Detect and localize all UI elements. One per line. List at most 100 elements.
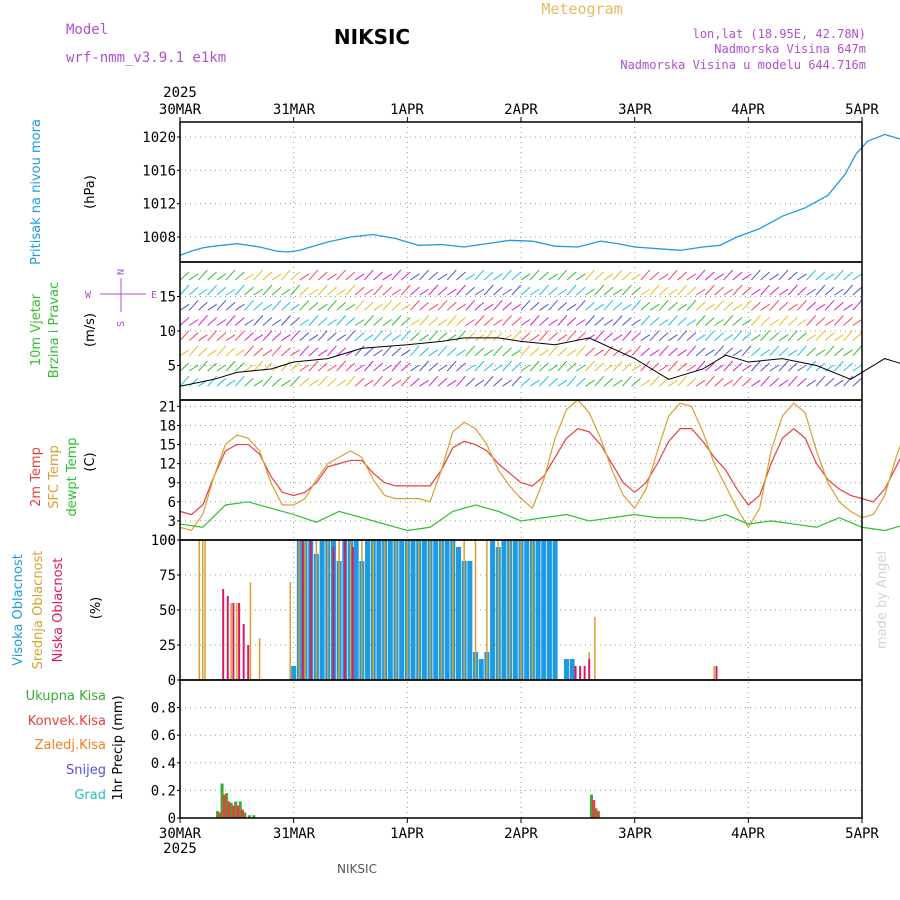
y-tick-label: 0	[168, 811, 176, 827]
wind-barb	[474, 379, 485, 387]
wind-barb	[677, 349, 687, 357]
wind-barb	[760, 271, 770, 281]
wind-barb	[216, 273, 227, 281]
low-cloud-bar	[574, 666, 577, 680]
wind-barb	[179, 349, 190, 357]
wind-barb	[493, 273, 503, 281]
wind-barb	[834, 347, 844, 357]
wind-barb	[373, 375, 383, 387]
wind-barb	[575, 299, 586, 311]
wind-barb	[262, 375, 273, 387]
y-tick-label: 25	[159, 638, 176, 654]
wind-barb	[677, 317, 688, 326]
wind-barb	[299, 377, 310, 387]
wind-barb	[465, 332, 476, 342]
wind-barb	[290, 362, 300, 372]
wind-barb	[493, 319, 503, 326]
wind-barb	[465, 319, 475, 326]
wind-barb	[603, 332, 614, 342]
low-cloud-bar	[588, 659, 591, 680]
wind-barb	[253, 347, 264, 357]
wind-barb	[262, 330, 273, 341]
wind-barb	[308, 334, 319, 342]
wind-barb	[207, 303, 217, 311]
cloud-high-label: Visoka Oblacnost	[11, 554, 26, 666]
wind-barb	[603, 299, 614, 311]
wind-barb	[336, 288, 346, 296]
mid-cloud-bar	[463, 540, 465, 680]
wind-barb	[539, 284, 549, 296]
mid-cloud-bar	[236, 603, 238, 680]
convective-rain-bar	[596, 811, 600, 818]
wind-barb	[198, 334, 208, 342]
wind-barb	[631, 286, 641, 296]
high-cloud-bar	[444, 540, 450, 680]
y-tick-label: 6	[168, 495, 176, 511]
panel-frame-temp	[179, 399, 863, 541]
wind-barb	[751, 315, 761, 326]
wind-barb	[327, 345, 337, 357]
wind-barb	[382, 377, 393, 387]
wind-barb	[824, 286, 835, 296]
wind-barb	[400, 375, 411, 387]
x-tick-label: 4APR	[731, 826, 765, 842]
mid-cloud-bar	[531, 540, 534, 680]
wind-barb	[373, 317, 383, 326]
wind-barb	[622, 330, 632, 341]
wind-barb	[778, 301, 789, 311]
temp-dewpt-label: dewpt Temp	[65, 437, 80, 516]
wind-barb	[207, 330, 218, 341]
wind-barb	[511, 349, 522, 357]
high-cloud-bar	[552, 540, 558, 680]
wind-barb	[428, 362, 439, 372]
wind-barb	[327, 319, 337, 326]
wind-barb	[234, 375, 245, 387]
y-tick-label: 10	[159, 324, 176, 340]
wind-barb	[548, 364, 558, 372]
wind-barb	[658, 332, 669, 342]
wind-barb	[465, 364, 475, 372]
wind-barb	[787, 375, 798, 387]
wind-barb	[585, 301, 595, 311]
wind-barb	[188, 345, 199, 357]
wind-barb	[225, 301, 236, 311]
wind-barb	[446, 301, 457, 311]
wind-barb	[622, 317, 632, 326]
wind-barb	[741, 319, 752, 326]
wind-barb	[281, 301, 291, 311]
wind-barb	[852, 299, 863, 311]
wind-barb	[585, 269, 595, 281]
wind-barb	[354, 299, 365, 311]
wind-barb	[575, 332, 586, 342]
wind-barb	[225, 347, 236, 357]
wind-barb	[382, 319, 393, 326]
wind-barb	[566, 375, 577, 387]
wind-barb	[732, 303, 743, 311]
wind-barb	[704, 271, 715, 281]
mid-cloud-bar	[474, 540, 477, 680]
mid-cloud-bar	[713, 666, 715, 680]
wind-barb	[631, 319, 641, 326]
wind-barb	[327, 364, 337, 372]
wind-barb	[327, 377, 337, 387]
high-cloud-bar	[319, 540, 325, 680]
wind-barb	[704, 375, 715, 387]
low-cloud-bar	[309, 540, 312, 680]
wind-barb	[410, 332, 420, 342]
wind-barb	[824, 299, 835, 311]
wind-barb	[834, 334, 844, 342]
wind-barb	[419, 360, 429, 372]
wind-barb	[566, 362, 577, 372]
wind-barb	[391, 379, 402, 387]
wind-barb	[253, 334, 264, 342]
wind-barb	[290, 303, 300, 311]
y-tick-label: 1012	[142, 197, 176, 213]
wind-barb	[188, 332, 199, 342]
wind-barb	[364, 334, 374, 342]
wind-barb	[419, 347, 429, 357]
x-tick-label: 31MAR	[273, 102, 316, 118]
wind-barb	[704, 362, 715, 372]
wind-barb	[465, 299, 476, 311]
mid-cloud-bar	[249, 582, 252, 680]
panel-frame-precip	[179, 679, 863, 819]
